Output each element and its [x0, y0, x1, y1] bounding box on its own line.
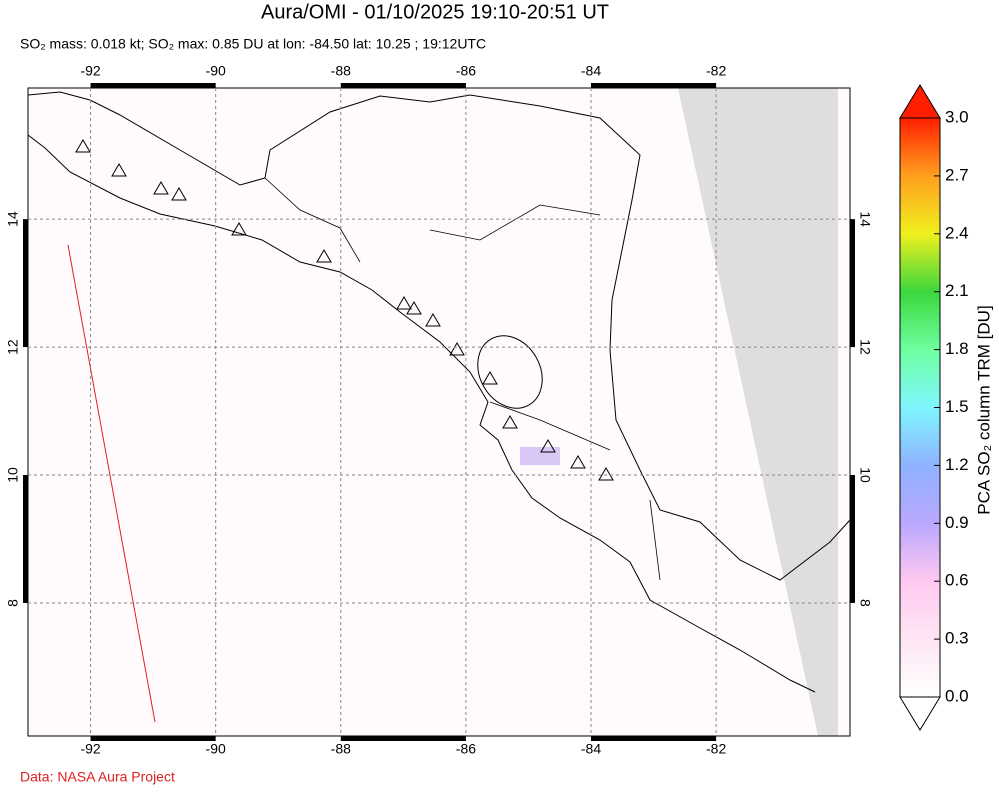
colorbar-tick-label: 2.1: [945, 281, 969, 300]
frame-segment: [90, 736, 216, 741]
x-tick-label: -90: [206, 741, 226, 757]
borders: [264, 177, 661, 581]
y-tick-label: 10: [857, 467, 873, 483]
colorbar-label: PCA SO₂ column TRM [DU]: [974, 305, 993, 514]
frame-segment: [23, 475, 28, 603]
map: [28, 88, 850, 736]
y-tick-label: 12: [857, 339, 873, 355]
x-tick-label: -86: [456, 741, 476, 757]
x-tick-label: -88: [331, 63, 351, 79]
colorbar-tick-label: 2.4: [945, 223, 969, 242]
frame-segment: [23, 219, 28, 348]
x-tick-label: -84: [581, 741, 601, 757]
frame-segment: [591, 83, 717, 88]
orbit-edge: [67, 244, 156, 723]
colorbar-tick-label: 2.7: [945, 165, 969, 184]
volcanoes: [75, 139, 614, 481]
subtitle: SO₂ mass: 0.018 kt; SO₂ max: 0.85 DU at …: [20, 36, 486, 52]
frame-segment: [340, 736, 466, 741]
x-tick-label: -88: [331, 741, 351, 757]
colorbar-min-arrow: [899, 696, 941, 731]
colorbar-tick-label: 0.6: [945, 571, 969, 590]
y-tick-label: 10: [5, 467, 21, 483]
title: Aura/OMI - 01/10/2025 19:10-20:51 UT: [261, 1, 609, 23]
x-tick-label: -82: [706, 741, 726, 757]
y-tick-label: 12: [5, 339, 21, 355]
colorbar-tick-label: 3.0: [945, 107, 969, 126]
colorbar-tick-label: 0.3: [945, 629, 969, 648]
x-tick-label: -84: [581, 63, 601, 79]
colorbar-max-arrow: [899, 84, 941, 119]
y-tick-label: 14: [857, 211, 873, 227]
lake-nicaragua: [477, 335, 543, 409]
no-data-region: [678, 88, 838, 736]
colorbar-tick-label: 1.8: [945, 339, 969, 358]
y-tick-label: 8: [5, 599, 21, 607]
frame-segment: [591, 736, 717, 741]
x-tick-label: -92: [80, 63, 100, 79]
colorbar-tick-label: 0.9: [945, 513, 969, 532]
colorbar-tick-label: 1.2: [945, 455, 969, 474]
colorbar-tick-label: 0.0: [945, 686, 969, 705]
frame-segment: [340, 83, 466, 88]
y-tick-label: 14: [5, 211, 21, 227]
frame-segment: [90, 83, 216, 88]
x-tick-label: -82: [706, 63, 726, 79]
colorbar-tick-label: 1.5: [945, 397, 969, 416]
pacific-coast: [28, 134, 816, 693]
x-tick-label: -90: [206, 63, 226, 79]
x-tick-label: -86: [456, 63, 476, 79]
frame-segment: [850, 219, 855, 348]
y-tick-label: 8: [857, 599, 873, 607]
frame-segment: [850, 475, 855, 603]
caribbean-coast: [28, 91, 850, 581]
x-tick-label: -92: [80, 741, 100, 757]
credit: Data: NASA Aura Project: [20, 769, 175, 785]
